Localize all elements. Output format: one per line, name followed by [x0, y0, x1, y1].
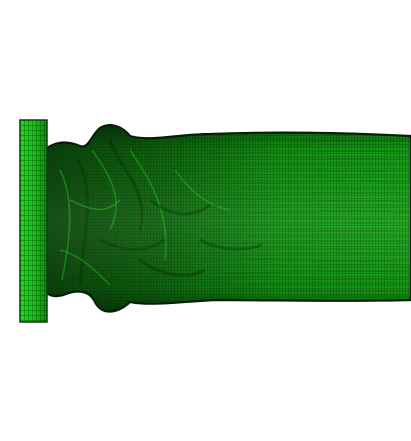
- tube-body: [44, 125, 411, 312]
- end-flange: [19, 119, 48, 323]
